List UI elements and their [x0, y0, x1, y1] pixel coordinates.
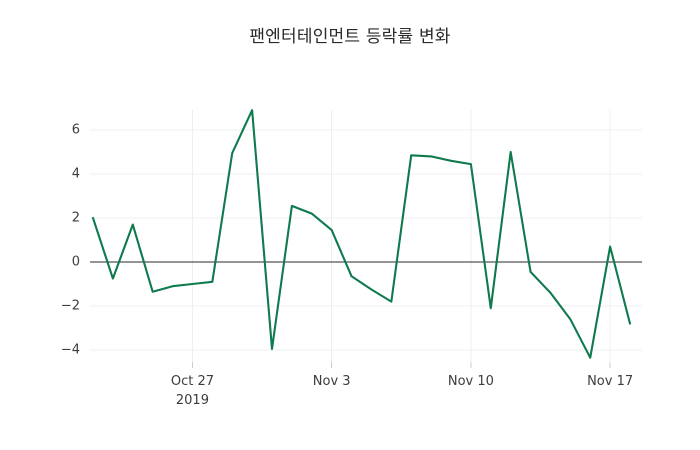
x-axis-tickmarks	[191, 362, 611, 368]
data-series-line	[91, 109, 632, 359]
x-tick-sublabel: 2019	[176, 393, 209, 408]
y-axis-tick-labels: 6 4 2 0 −2 −4	[61, 123, 80, 358]
y-tick-label: 0	[72, 255, 80, 270]
chart-title: 팬엔터테인먼트 등락률 변화	[249, 27, 451, 47]
x-axis-tick-labels: Oct 27 2019 Nov 3 Nov 10 Nov 17	[171, 374, 633, 408]
vertical-gridlines	[191, 110, 611, 362]
horizontal-gridlines	[90, 129, 642, 351]
series-polyline	[91, 109, 632, 359]
x-tick-label: Nov 17	[587, 374, 633, 389]
x-tick-label: Nov 10	[448, 374, 494, 389]
y-tick-label: 2	[72, 211, 80, 226]
y-tick-label: 6	[72, 123, 80, 138]
x-tick-label: Nov 3	[313, 374, 351, 389]
x-tick-label: Oct 27	[171, 374, 214, 389]
y-tick-label: 4	[72, 167, 80, 182]
y-tick-label: −4	[61, 343, 80, 358]
y-tick-label: −2	[61, 299, 80, 314]
